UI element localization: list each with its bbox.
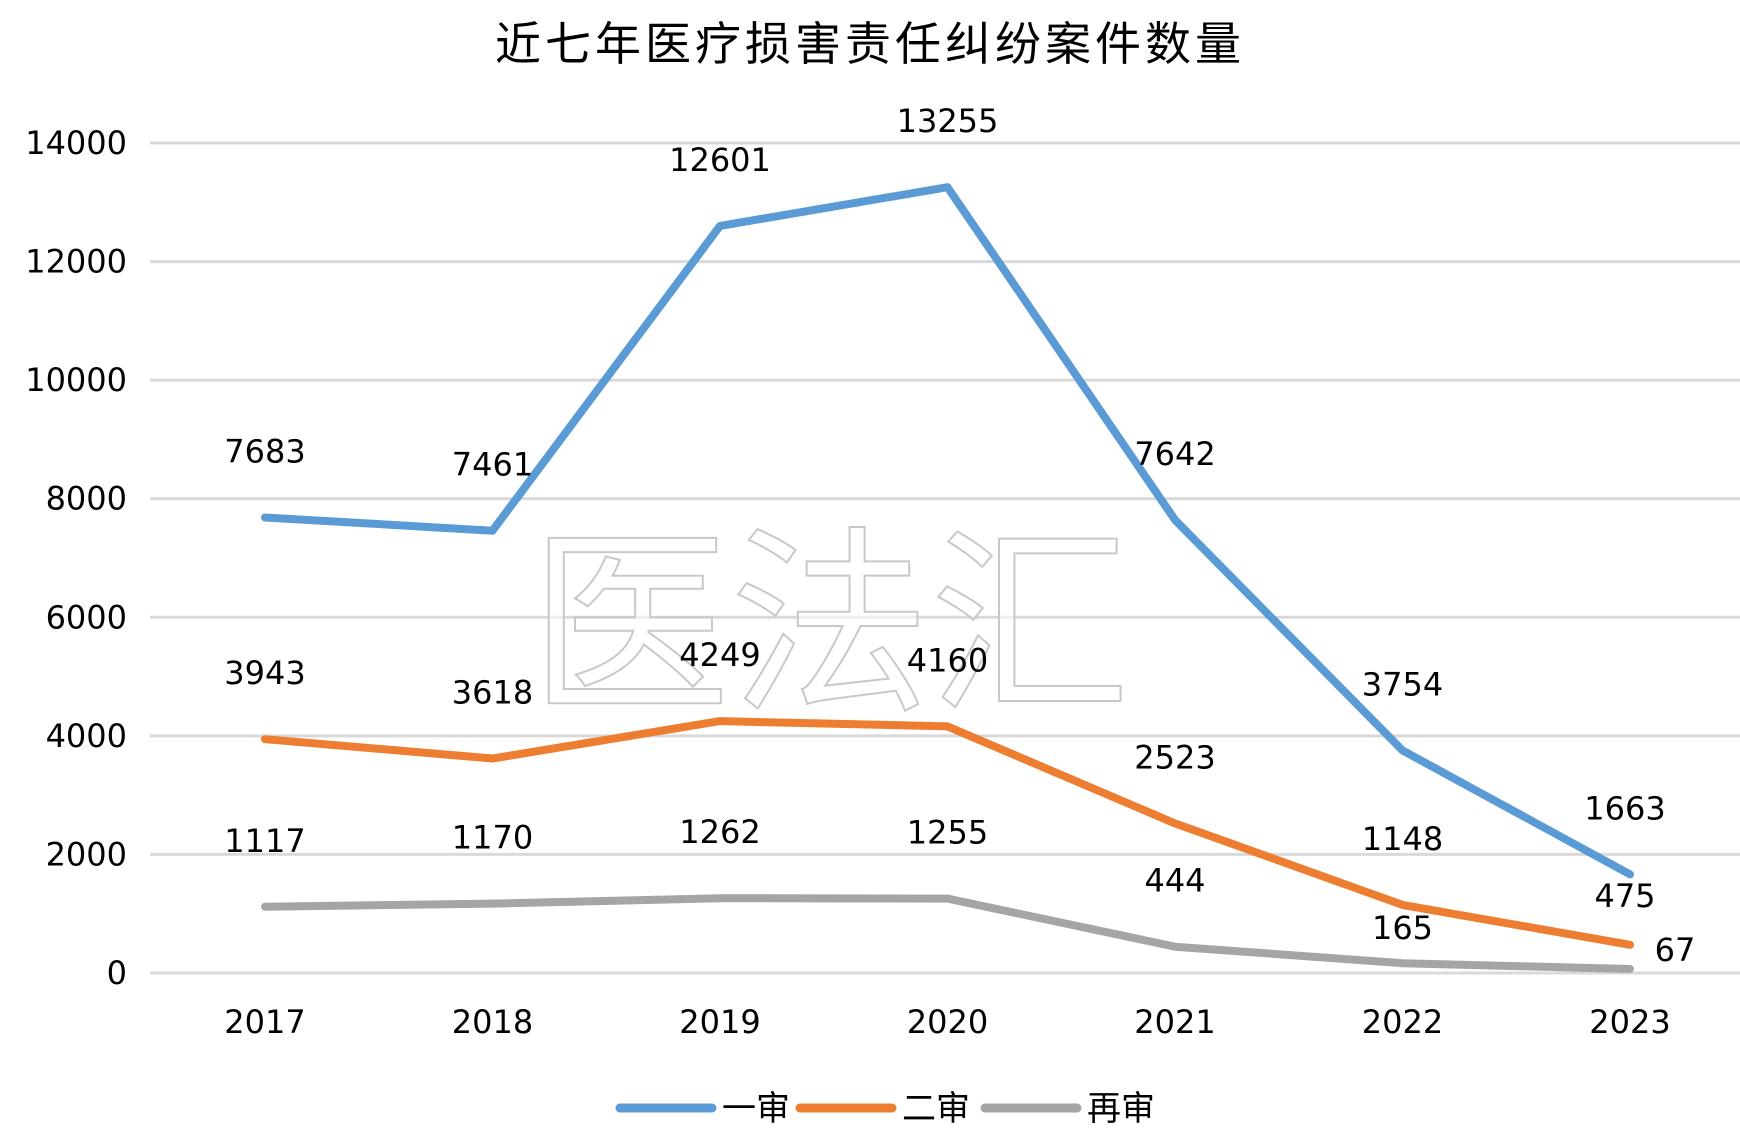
x-tick-label: 2019 (679, 1003, 760, 1041)
legend: 一审 二审 再审 (615, 1089, 1155, 1129)
series-lines (261, 183, 1634, 973)
y-tick-label: 4000 (46, 717, 127, 755)
x-axis-ticks: 2017 2018 2019 2020 2021 2022 2023 (224, 1003, 1670, 1041)
data-label: 1170 (452, 819, 533, 857)
data-label: 12601 (669, 141, 771, 179)
data-label: 67 (1655, 931, 1696, 969)
data-label: 444 (1144, 862, 1205, 900)
data-label: 1117 (224, 822, 305, 860)
series-line-1 (261, 183, 1634, 879)
y-tick-label: 0 (107, 954, 127, 992)
y-tick-label: 14000 (25, 124, 127, 162)
legend-label: 二审 (902, 1089, 970, 1129)
y-tick-label: 10000 (25, 361, 127, 399)
data-label: 13255 (897, 102, 999, 140)
data-labels: 7683 7461 12601 13255 7642 3754 1663 3943 3618 42… (224, 102, 1695, 969)
chart-title: 近七年医疗损害责任纠纷案件数量 (495, 17, 1245, 71)
watermark-logo: 医法汇 (529, 509, 1131, 744)
data-label: 1663 (1584, 789, 1665, 827)
x-tick-label: 2022 (1362, 1003, 1443, 1041)
data-label: 3943 (224, 654, 305, 692)
series-line-3 (261, 894, 1634, 973)
y-axis-ticks: 0 2000 4000 6000 8000 10000 12000 14000 (25, 124, 127, 992)
gridlines (150, 141, 1740, 975)
data-label: 7683 (224, 433, 305, 471)
data-label: 165 (1372, 909, 1433, 947)
data-label: 475 (1594, 877, 1655, 915)
data-label: 2523 (1134, 738, 1215, 776)
data-label: 7642 (1134, 435, 1215, 473)
data-label: 4160 (907, 641, 988, 679)
x-tick-label: 2021 (1134, 1003, 1215, 1041)
x-tick-label: 2020 (907, 1003, 988, 1041)
legend-label: 一审 (722, 1089, 790, 1129)
legend-label: 再审 (1087, 1089, 1155, 1129)
data-label: 3754 (1362, 665, 1443, 703)
y-tick-label: 8000 (46, 480, 127, 518)
y-tick-label: 2000 (46, 835, 127, 873)
x-tick-label: 2023 (1589, 1003, 1670, 1041)
data-label: 7461 (452, 446, 533, 484)
y-tick-label: 6000 (46, 598, 127, 636)
x-tick-label: 2018 (452, 1003, 533, 1041)
data-label: 1255 (907, 814, 988, 852)
data-label: 4249 (679, 636, 760, 674)
y-tick-label: 12000 (25, 243, 127, 281)
series-line-2 (261, 717, 1634, 949)
data-label: 1148 (1362, 820, 1443, 858)
data-label: 3618 (452, 674, 533, 712)
x-tick-label: 2017 (224, 1003, 305, 1041)
data-label: 1262 (679, 813, 760, 851)
watermark-text: 医法汇 (530, 510, 1130, 743)
